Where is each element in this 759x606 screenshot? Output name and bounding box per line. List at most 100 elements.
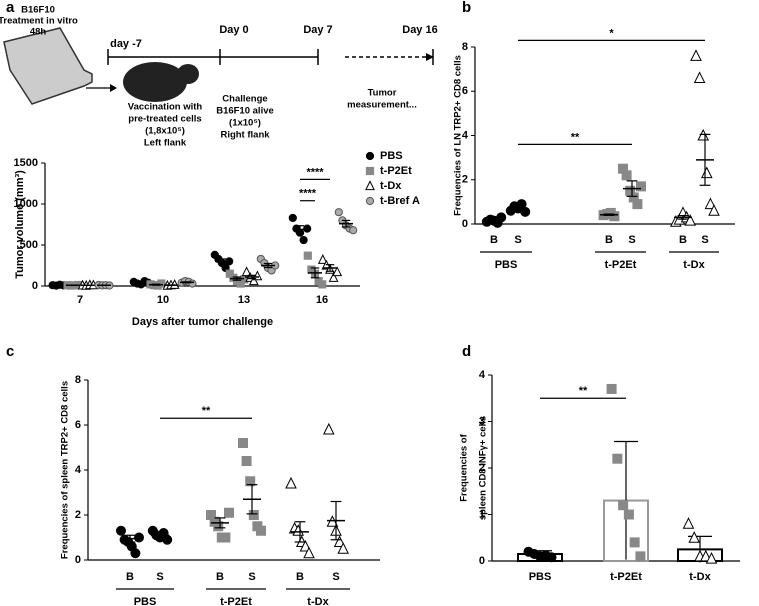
legend-label: t-P2Et [380, 165, 412, 177]
data-point [700, 166, 713, 179]
mouse-head [177, 64, 199, 84]
y-tick-label: 1500 [14, 157, 38, 169]
y-tick-label: 8 [75, 374, 81, 386]
timeline-label: Day 16 [402, 24, 437, 36]
panel-label: d [462, 343, 471, 360]
legend-marker [365, 166, 375, 176]
x-tick-label: S [332, 571, 339, 583]
x-tick-label: 16 [316, 294, 328, 306]
data-point [699, 549, 712, 562]
timeline-label: Day 0 [219, 24, 248, 36]
significance-label: ** [571, 131, 580, 143]
y-tick-label: 2 [479, 462, 485, 474]
y-tick-label: 4 [479, 369, 486, 381]
x-tick-label: B [679, 234, 687, 246]
challenge-text: (1x10⁵) [229, 118, 261, 129]
data-point [682, 517, 695, 529]
significance-label: ** [202, 405, 211, 417]
x-tick-label: 13 [238, 294, 250, 306]
timeline-label: Day 7 [303, 24, 332, 36]
y-tick-label: 0 [462, 218, 468, 230]
data-point [248, 275, 259, 286]
flask [3, 27, 93, 105]
y-tick-label: 1000 [14, 198, 38, 210]
legend-label: PBS [380, 150, 403, 162]
significance-label: ** [579, 385, 588, 397]
y-tick-label: 0 [75, 554, 81, 566]
x-tick-label: B [490, 234, 498, 246]
legend-marker [365, 151, 375, 161]
vaccination-text: pre-treated cells [128, 114, 201, 125]
arrow-head [110, 84, 117, 92]
cell-label: 48h [30, 27, 47, 38]
x-tick-label: t-Dx [689, 571, 711, 583]
legend-label: t-Dx [380, 180, 402, 192]
data-point [322, 422, 335, 435]
y-tick-label: 2 [75, 509, 81, 521]
data-point [248, 510, 259, 520]
data-point [157, 279, 166, 288]
x-tick-label: S [514, 234, 521, 246]
data-point [606, 383, 617, 394]
challenge-text: Right flank [220, 130, 270, 141]
data-point [612, 453, 623, 464]
data-point [635, 551, 646, 562]
mouse [123, 62, 187, 102]
x-tick-label: 7 [77, 294, 83, 306]
data-point [705, 552, 718, 564]
panel-label: c [6, 343, 14, 360]
y-tick-label: 8 [462, 41, 468, 53]
measurement-text: Tumor [368, 88, 397, 99]
x-tick-label: PBS [529, 571, 552, 583]
data-point [609, 211, 620, 222]
data-point [632, 199, 643, 210]
data-point [188, 279, 197, 288]
y-tick-label: 3 [479, 415, 485, 427]
significance-label: * [609, 27, 614, 39]
data-point [618, 500, 629, 511]
data-point [693, 71, 706, 83]
data-point [333, 535, 346, 547]
x-tick-label: S [628, 234, 635, 246]
data-point [303, 224, 312, 233]
legend-label: t-Bref A [380, 195, 420, 207]
vaccination-text: Left flank [144, 138, 187, 149]
challenge-text: Challenge [222, 94, 267, 105]
panel-label: b [462, 0, 471, 16]
data-point [623, 509, 634, 520]
significance-label: **** [306, 166, 324, 178]
data-point [704, 197, 717, 210]
group-label: t-Dx [307, 596, 329, 606]
y-tick-label: 0 [32, 280, 38, 292]
data-point [688, 531, 701, 543]
vaccination-text: Vaccination with [128, 102, 203, 113]
data-point [224, 507, 234, 518]
data-point [162, 534, 173, 545]
data-point [130, 548, 141, 559]
y-axis-label: spleen CD8 INFγ+ cells [478, 416, 489, 520]
data-point [303, 546, 315, 559]
data-point [317, 254, 328, 264]
x-tick-label: S [156, 571, 163, 583]
data-point [621, 170, 632, 181]
timeline-arrow [426, 53, 434, 61]
significance-label: **** [299, 188, 317, 200]
cell-label: Treatment in vitro [0, 16, 78, 27]
y-tick-label: 4 [75, 464, 82, 476]
data-point [245, 476, 256, 487]
data-point [318, 280, 327, 289]
y-axis-label: Frequencies of [459, 433, 470, 501]
group-label: PBS [134, 596, 157, 606]
timeline-label: day -7 [110, 38, 142, 50]
data-point [697, 128, 710, 141]
data-point [708, 204, 720, 216]
data-point [328, 272, 339, 282]
x-tick-label: B [296, 571, 304, 583]
x-tick-label: 10 [157, 294, 169, 306]
data-point [546, 552, 557, 563]
data-point [636, 181, 646, 192]
data-point [334, 208, 343, 217]
legend-marker [365, 180, 375, 191]
data-point [213, 521, 224, 532]
x-axis-label: Days after tumor challenge [132, 316, 273, 328]
